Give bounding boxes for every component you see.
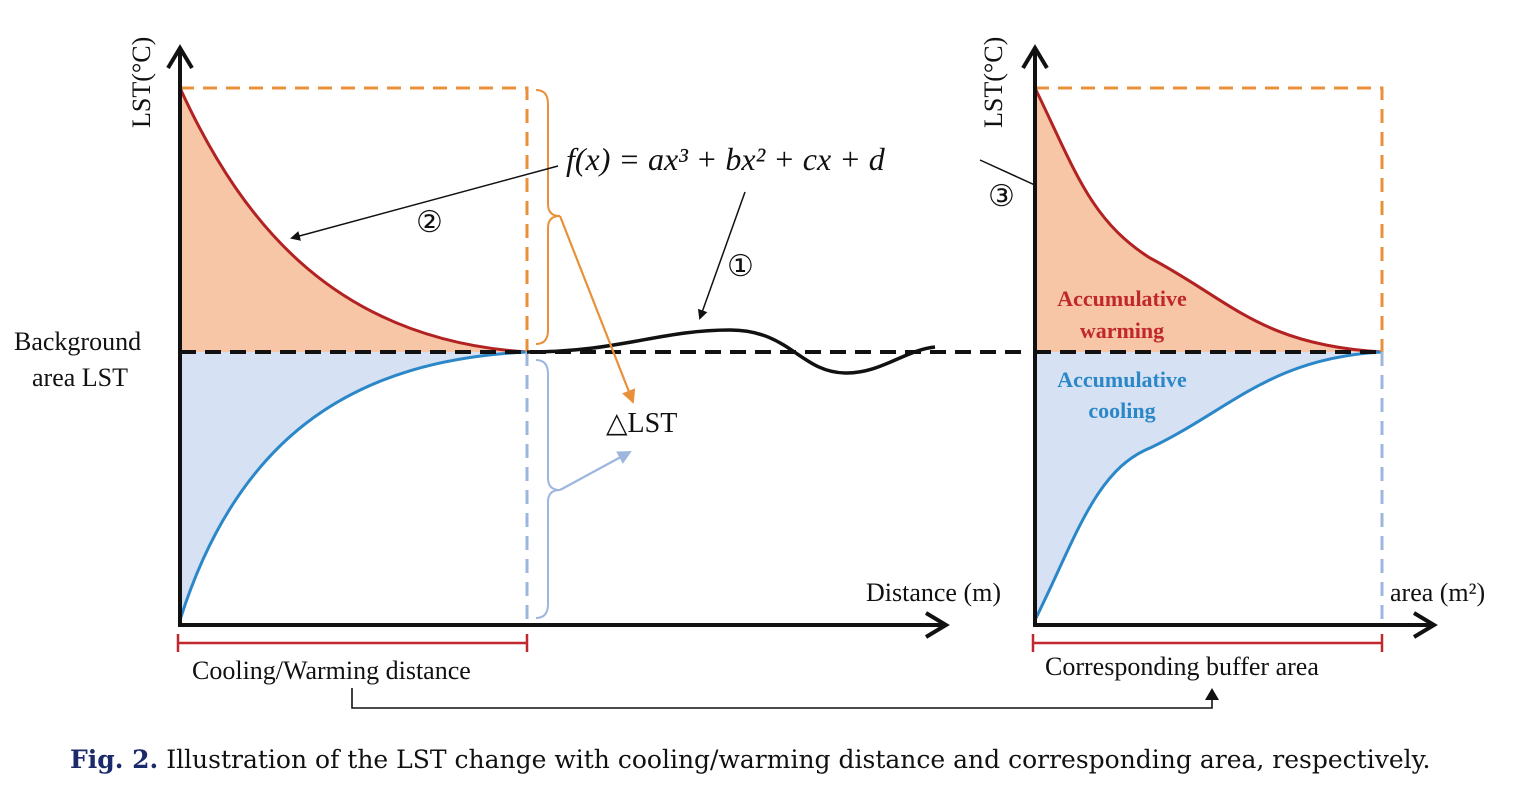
formula-arrow-1 xyxy=(697,191,746,320)
cooling-delta-arrow xyxy=(559,451,632,491)
caption-label: Fig. 2. xyxy=(70,745,159,774)
left-panel: LST(°C) Background area LST Distance (m)… xyxy=(14,37,1030,685)
distance-bracket xyxy=(176,634,529,652)
left-cooling-area xyxy=(180,352,527,620)
delta-lst-label: △LST xyxy=(606,408,677,439)
left-x-axis-arrowhead xyxy=(924,611,950,639)
connector-arrowhead xyxy=(1205,688,1219,700)
cubic-formula: f(x) = ax³ + bx² + cx + d xyxy=(566,141,886,177)
area-bracket xyxy=(1031,634,1384,652)
distance-to-area-connector xyxy=(351,688,1213,709)
left-cooling-curve xyxy=(178,350,528,621)
formula-arrow-2 xyxy=(290,165,559,241)
cooling-label-line1: Accumulative xyxy=(1057,367,1187,392)
cubic-fit-curve xyxy=(526,328,936,375)
marker-two: ② xyxy=(416,205,443,240)
warming-delta-arrow xyxy=(558,215,636,404)
left-warming-curve xyxy=(178,87,528,354)
right-panel: LST(°C) area (m²) Accumulative warming A… xyxy=(979,37,1485,681)
marker-three: ③ xyxy=(988,179,1015,214)
marker-one: ① xyxy=(727,249,754,284)
left-y-axis-arrowhead xyxy=(166,44,194,70)
right-x-axis-label: area (m²) xyxy=(1390,578,1485,607)
warming-label-line1: Accumulative xyxy=(1057,286,1187,311)
right-y-axis-label: LST(°C) xyxy=(979,37,1008,128)
warming-label-line2: warming xyxy=(1080,318,1164,343)
background-label-line2: area LST xyxy=(32,363,128,392)
right-warming-area xyxy=(1035,88,1382,352)
cooling-label-line2: cooling xyxy=(1088,398,1155,423)
formula-group: f(x) = ax³ + bx² + cx + d ② ① ③ xyxy=(290,141,1096,320)
right-cooling-area xyxy=(1035,352,1382,620)
right-max-dashed-box xyxy=(1035,86,1384,352)
cooling-delta-brace xyxy=(535,359,561,619)
left-x-axis-label: Distance (m) xyxy=(866,578,1001,607)
left-max-dashed-box xyxy=(180,86,529,352)
area-bracket-label: Corresponding buffer area xyxy=(1045,652,1319,681)
right-y-axis-arrowhead xyxy=(1021,44,1049,70)
right-x-axis-arrowhead xyxy=(1412,611,1438,639)
distance-bracket-label: Cooling/Warming distance xyxy=(192,656,471,685)
figure-caption: Fig. 2. Illustration of the LST change w… xyxy=(70,745,1490,774)
caption-text: Illustration of the LST change with cool… xyxy=(166,745,1431,774)
background-label-line1: Background xyxy=(14,327,141,356)
right-warming-curve xyxy=(1033,87,1383,354)
left-warming-area xyxy=(180,88,527,352)
right-cooling-curve xyxy=(1033,350,1383,621)
left-y-axis-label: LST(°C) xyxy=(127,37,156,128)
warming-delta-brace xyxy=(535,89,561,345)
